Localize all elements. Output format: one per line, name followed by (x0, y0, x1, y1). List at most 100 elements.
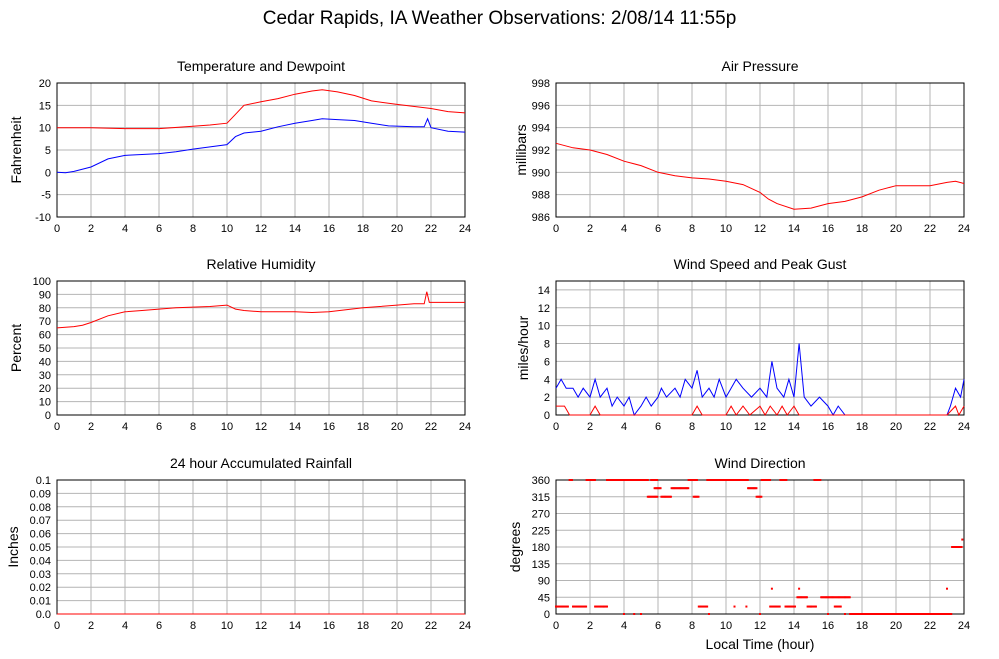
direction-point (748, 487, 751, 490)
y-tick-label: 20 (39, 383, 51, 395)
direction-point (829, 596, 832, 599)
direction-point (610, 479, 613, 481)
direction-point (616, 479, 619, 481)
x-tick-label: 14 (289, 620, 301, 632)
x-tick-label: 12 (255, 421, 267, 433)
y-tick-label: 0.04 (30, 555, 51, 567)
x-tick-label: 16 (822, 223, 834, 235)
direction-point (676, 487, 679, 490)
direction-point (620, 479, 623, 481)
direction-point (638, 479, 641, 481)
direction-point (697, 605, 700, 608)
x-tick-label: 10 (720, 620, 732, 632)
direction-point (645, 479, 648, 481)
y-tick-label: 998 (532, 78, 550, 90)
x-tick-label: 2 (587, 421, 593, 433)
direction-point (623, 479, 625, 481)
direction-point (861, 613, 863, 615)
direction-point (771, 605, 774, 608)
y-tick-label: 5 (45, 145, 51, 157)
x-tick-label: 2 (587, 620, 593, 632)
direction-point (920, 613, 923, 615)
direction-point (590, 479, 593, 481)
direction-point (646, 479, 649, 481)
series-line-red (56, 291, 465, 329)
direction-point (644, 479, 647, 481)
direction-point (628, 479, 631, 481)
direction-point (709, 479, 712, 481)
direction-point (706, 605, 709, 608)
direction-point (820, 596, 823, 599)
y-tick-label: 992 (532, 145, 550, 157)
direction-point (598, 605, 601, 608)
direction-point (734, 479, 737, 481)
x-tick-label: 4 (621, 421, 627, 433)
x-tick-label: 16 (323, 620, 335, 632)
direction-point (813, 605, 816, 608)
direction-point (878, 613, 881, 615)
direction-point (566, 605, 569, 608)
direction-point (797, 596, 800, 599)
direction-point (950, 613, 953, 615)
direction-point (828, 596, 831, 599)
x-tick-label: 6 (655, 620, 661, 632)
y-tick-label: 0.06 (30, 529, 51, 541)
y-axis-label: miles/hour (515, 315, 531, 380)
direction-point (715, 479, 718, 481)
chart-title: 24 hour Accumulated Rainfall (170, 455, 352, 471)
direction-point (662, 495, 665, 498)
direction-point (658, 487, 661, 490)
direction-point (582, 605, 585, 608)
direction-point (562, 605, 565, 608)
direction-point (727, 479, 730, 481)
direction-point (714, 479, 717, 481)
direction-point (717, 479, 720, 481)
direction-point (612, 479, 615, 481)
direction-point (740, 479, 743, 481)
direction-point (895, 613, 898, 615)
direction-point (652, 479, 655, 481)
y-tick-label: 360 (532, 475, 550, 487)
direction-point (776, 605, 779, 608)
x-tick-label: 24 (958, 421, 970, 433)
direction-point (656, 479, 659, 481)
direction-point (799, 596, 802, 599)
direction-point (822, 596, 825, 599)
x-tick-label: 22 (924, 223, 936, 235)
x-tick-label: 18 (856, 620, 868, 632)
direction-point (778, 605, 781, 608)
direction-point (750, 487, 753, 490)
direction-point (747, 487, 750, 490)
y-tick-label: 0.02 (30, 582, 51, 594)
direction-point (646, 495, 649, 498)
series-line-blue (56, 117, 466, 174)
direction-point (656, 495, 659, 498)
direction-point (698, 605, 701, 608)
direction-point (706, 479, 709, 481)
x-axis-label: Local Time (hour) (706, 636, 815, 652)
direction-point (790, 605, 793, 608)
direction-point (769, 605, 772, 608)
y-tick-label: 90 (39, 289, 51, 301)
direction-point (669, 495, 672, 498)
direction-point (785, 479, 788, 481)
direction-point (712, 479, 715, 481)
direction-point (744, 479, 747, 481)
x-tick-label: 6 (156, 223, 162, 235)
plot-frame (555, 82, 965, 218)
direction-point (630, 479, 633, 481)
direction-point (692, 495, 695, 498)
direction-point (830, 596, 833, 599)
direction-point (834, 605, 837, 608)
direction-point (626, 479, 629, 481)
direction-point (651, 495, 654, 498)
direction-point (770, 587, 773, 590)
direction-point (849, 613, 852, 615)
y-tick-label: 50 (39, 343, 51, 355)
x-tick-label: 4 (122, 223, 128, 235)
y-tick-label: 270 (532, 509, 550, 521)
direction-point (577, 605, 580, 608)
direction-point (913, 613, 916, 615)
direction-point (869, 613, 872, 615)
